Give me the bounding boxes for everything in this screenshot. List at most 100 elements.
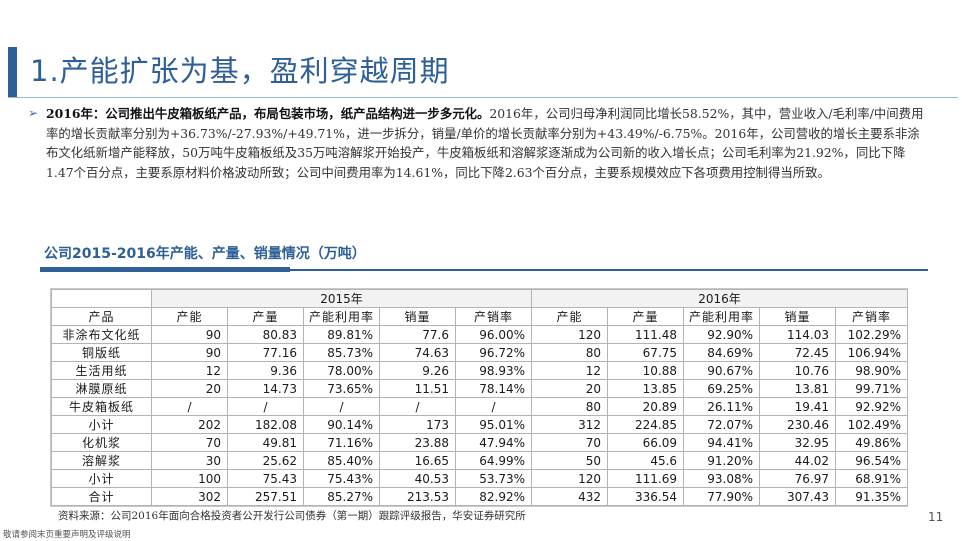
column-header: 产能利用率 <box>303 307 380 326</box>
table-cell: / <box>227 397 304 416</box>
table-cell: 90 <box>151 325 228 344</box>
capacity-table-container: 2015年 2016年 产品 产能 产量 产能利用率 销量 产销率 产能 产量 产能利用率 销量产… <box>50 288 909 507</box>
table-cell: 257.51 <box>227 487 304 506</box>
table-row: 小计 202 182.08 90.14% 173 95.01% 312 224.85 72.07… <box>51 415 909 434</box>
table-cell: 49.81 <box>227 433 304 452</box>
row-label: 铜版纸 <box>51 343 152 362</box>
table-cell: 78.14% <box>454 379 533 398</box>
table-cell: 82.92% <box>454 487 533 506</box>
row-label: 化机浆 <box>51 433 152 452</box>
summary-lead: 2016年：公司推出牛皮箱板纸产品，布局包装市场，纸产品结构进一步多元化。 <box>46 106 490 121</box>
table-cell: 73.65% <box>303 379 380 398</box>
table-row: 生活用纸 12 9.36 78.00% 9.26 98.93% 12 10.88 90.67% 1… <box>51 361 909 380</box>
row-label: 小计 <box>51 415 152 434</box>
table-cell: 72.45 <box>759 343 837 362</box>
table-cell: 13.85 <box>607 379 685 398</box>
table-row: 淋膜原纸 20 14.73 73.65% 11.51 78.14% 20 13.85 69.25… <box>51 379 909 398</box>
table-cell: 9.26 <box>379 361 456 380</box>
table-cell: 53.73% <box>454 469 533 488</box>
table-cell: 50 <box>531 451 609 470</box>
table-cell: 93.08% <box>683 469 761 488</box>
table-cell: 84.69% <box>683 343 761 362</box>
year-2016-header: 2016年 <box>531 289 909 308</box>
table-cell: 20.89 <box>607 397 685 416</box>
table-cell: 30 <box>151 451 228 470</box>
table-cell: / <box>454 397 533 416</box>
table-cell: 71.16% <box>303 433 380 452</box>
column-header: 销量 <box>379 307 456 326</box>
table-cell: 90 <box>151 343 228 362</box>
table-cell: 10.76 <box>759 361 837 380</box>
table-cell: 120 <box>531 469 609 488</box>
year-2015-header: 2015年 <box>150 289 533 308</box>
column-header: 产能 <box>531 307 609 326</box>
table-title-underline <box>40 267 290 272</box>
source-note: 资料来源：公司2016年面向合格投资者公开发行公司债券（第一期）跟踪评级报告，华… <box>58 510 526 522</box>
table-cell: 40.53 <box>379 469 456 488</box>
table-cell: 106.94% <box>835 343 909 362</box>
table-cell: 85.27% <box>303 487 380 506</box>
column-header: 产销率 <box>454 307 533 326</box>
table-cell: 32.95 <box>759 433 837 452</box>
table-cell: 96.54% <box>835 451 909 470</box>
table-cell: 70 <box>531 433 609 452</box>
row-label: 溶解浆 <box>51 451 152 470</box>
table-cell: 90.67% <box>683 361 761 380</box>
table-row: 铜版纸 90 77.16 85.73% 74.63 96.72% 80 67.75 84.69%… <box>51 343 909 362</box>
row-label: 生活用纸 <box>51 361 152 380</box>
table-cell: 12 <box>151 361 228 380</box>
column-header: 产量 <box>227 307 304 326</box>
table-cell: 202 <box>151 415 228 434</box>
table-cell: 13.81 <box>759 379 837 398</box>
table-body: 非涂布文化纸 90 80.83 89.81% 77.6 96.00% 120 111.48 92… <box>51 325 909 506</box>
table-cell: 120 <box>531 325 609 344</box>
row-label: 小计 <box>51 469 152 488</box>
column-header: 产能 <box>151 307 228 326</box>
table-cell: 230.46 <box>759 415 837 434</box>
table-cell: 85.40% <box>303 451 380 470</box>
table-cell: 20 <box>151 379 228 398</box>
table-cell: 224.85 <box>607 415 685 434</box>
table-cell: 98.90% <box>835 361 909 380</box>
table-cell: 78.00% <box>303 361 380 380</box>
table-cell: 85.73% <box>303 343 380 362</box>
title-divider <box>8 97 958 98</box>
table-cell: 182.08 <box>227 415 304 434</box>
table-cell: 307.43 <box>759 487 837 506</box>
table-cell: 173 <box>379 415 456 434</box>
table-cell: 302 <box>151 487 228 506</box>
table-cell: 75.43 <box>227 469 304 488</box>
row-label: 非涂布文化纸 <box>51 325 152 344</box>
disclaimer-footer: 敬请参阅末页重要声明及评级说明 <box>3 530 131 540</box>
title-accent-bar <box>8 47 17 97</box>
bullet-arrow-icon: ➢ <box>28 106 39 120</box>
table-cell: 26.11% <box>683 397 761 416</box>
table-row: 非涂布文化纸 90 80.83 89.81% 77.6 96.00% 120 111.48 92… <box>51 325 909 344</box>
table-cell: 99.71% <box>835 379 909 398</box>
table-cell: 20 <box>531 379 609 398</box>
table-cell: 19.41 <box>759 397 837 416</box>
column-header: 产品 <box>51 307 152 326</box>
table-cell: 25.62 <box>227 451 304 470</box>
table-cell: 23.88 <box>379 433 456 452</box>
table-cell: 14.73 <box>227 379 304 398</box>
table-cell: 66.09 <box>607 433 685 452</box>
table-cell: 76.97 <box>759 469 837 488</box>
table-cell: 9.36 <box>227 361 304 380</box>
table-cell: 95.01% <box>454 415 533 434</box>
table-cell: 94.41% <box>683 433 761 452</box>
table-cell: 111.48 <box>607 325 685 344</box>
column-header: 产销率 <box>835 307 909 326</box>
column-header-row: 产品 产能 产量 产能利用率 销量 产销率 产能 产量 产能利用率 销量 产销率 <box>51 307 909 326</box>
table-cell: 432 <box>531 487 609 506</box>
table-cell: 96.00% <box>454 325 533 344</box>
table-cell: 90.14% <box>303 415 380 434</box>
table-cell: 336.54 <box>607 487 685 506</box>
table-cell: 11.51 <box>379 379 456 398</box>
table-cell: 100 <box>151 469 228 488</box>
table-row: 合计 302 257.51 85.27% 213.53 82.92% 432 336.54 77… <box>51 487 909 506</box>
table-cell: 114.03 <box>759 325 837 344</box>
table-cell: / <box>379 397 456 416</box>
table-cell: 91.35% <box>835 487 909 506</box>
table-cell: 312 <box>531 415 609 434</box>
